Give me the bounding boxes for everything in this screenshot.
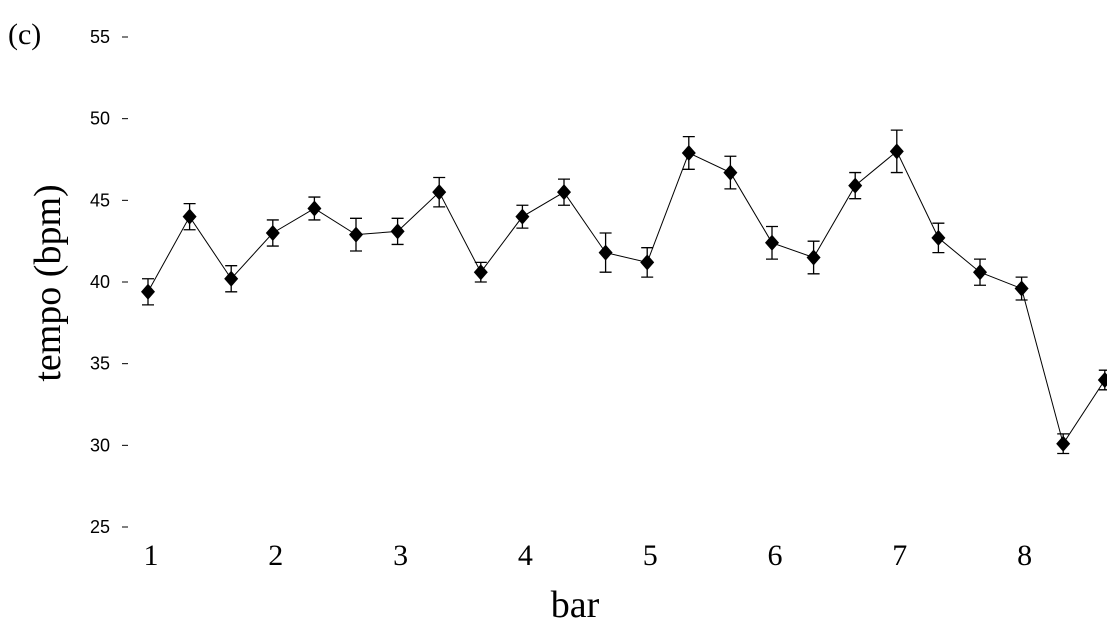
x-tick-label: 5 xyxy=(643,539,658,572)
marker xyxy=(390,223,405,240)
marker xyxy=(1014,280,1029,297)
marker xyxy=(1056,435,1071,452)
marker xyxy=(1097,372,1107,388)
marker xyxy=(681,144,696,161)
marker xyxy=(473,264,488,281)
y-tick-label: 30 xyxy=(90,435,110,455)
panel-label: (c) xyxy=(8,18,41,51)
marker xyxy=(973,264,987,281)
marker xyxy=(848,177,863,194)
y-tick-label: 45 xyxy=(90,190,110,210)
x-axis-label: bar xyxy=(551,584,600,619)
marker xyxy=(432,184,447,201)
x-tick-label: 8 xyxy=(1017,539,1032,572)
marker xyxy=(307,200,322,217)
y-axis-label: tempo (bpm) xyxy=(27,184,69,381)
marker xyxy=(640,254,655,271)
x-tick-label: 7 xyxy=(892,539,907,572)
x-tick-label: 1 xyxy=(144,539,159,572)
x-tick-label: 2 xyxy=(268,539,283,572)
x-tick-label: 6 xyxy=(768,539,783,572)
y-tick-label: 35 xyxy=(90,354,110,374)
marker xyxy=(515,208,530,225)
marker xyxy=(931,229,946,246)
marker xyxy=(598,244,613,261)
marker xyxy=(224,270,239,287)
x-tick-label: 4 xyxy=(518,539,533,572)
data-line xyxy=(147,150,1106,445)
y-tick-label: 40 xyxy=(90,272,110,292)
marker xyxy=(141,283,155,300)
marker xyxy=(765,234,779,251)
y-tick-label: 25 xyxy=(90,517,110,537)
marker xyxy=(182,208,197,225)
marker xyxy=(557,184,571,201)
marker xyxy=(349,226,363,243)
y-tick-label: 50 xyxy=(90,109,110,129)
y-tick-label: 55 xyxy=(90,27,110,47)
marker xyxy=(889,143,904,160)
marker xyxy=(806,249,821,266)
x-tick-label: 3 xyxy=(393,539,408,572)
marker xyxy=(265,225,280,241)
marker xyxy=(723,164,738,181)
